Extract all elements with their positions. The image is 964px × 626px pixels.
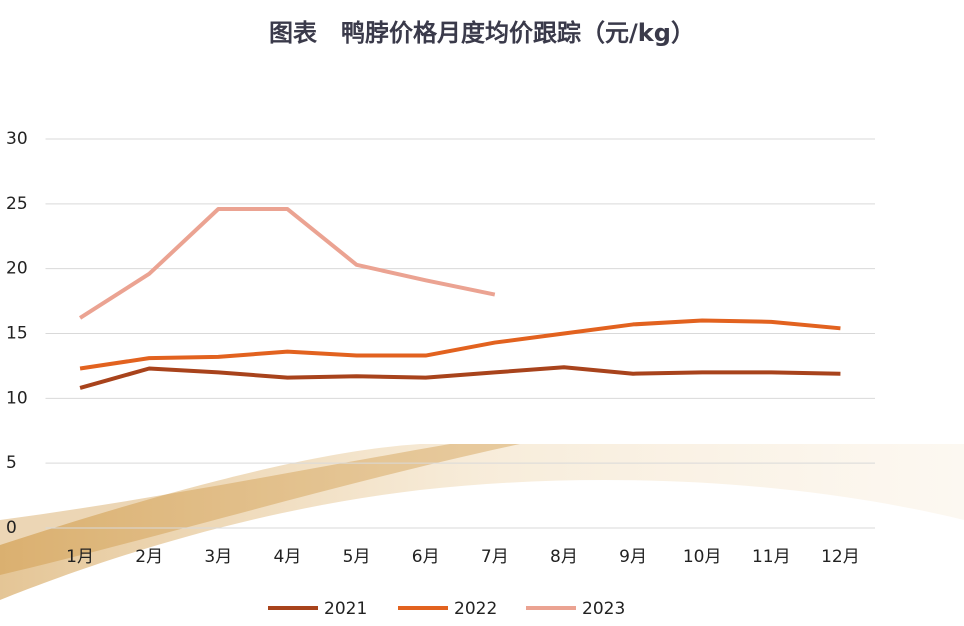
x-tick-label: 8月: [550, 547, 578, 567]
decoration: [0, 444, 964, 600]
x-tick-label: 3月: [204, 547, 232, 567]
x-tick-label: 6月: [412, 547, 440, 567]
y-tick-label: 20: [6, 259, 28, 279]
legend-label: 2022: [454, 599, 497, 619]
x-tick-label: 1月: [66, 547, 94, 567]
y-tick-label: 30: [6, 129, 28, 149]
y-tick-label: 25: [6, 194, 28, 214]
decoration: [0, 444, 520, 575]
x-tick-label: 2月: [135, 547, 163, 567]
legend-label: 2021: [324, 599, 367, 619]
x-tick-label: 9月: [619, 547, 647, 567]
line: [79, 365, 841, 390]
x-tick-label: 5月: [343, 547, 371, 567]
x-tick-label: 11月: [752, 547, 791, 567]
legend-label: 2023: [582, 599, 625, 619]
y-tick-label: 10: [6, 388, 28, 408]
y-tick-label: 15: [6, 324, 28, 344]
line: [79, 318, 841, 371]
x-tick-label: 7月: [481, 547, 509, 567]
x-tick-label: 10月: [683, 547, 722, 567]
x-tick-label: 12月: [821, 547, 860, 567]
y-tick-label: 5: [6, 453, 17, 473]
line: [78, 207, 496, 320]
y-tick-label: 0: [6, 518, 17, 538]
chart-title: 图表 鸭脖价格月度均价跟踪（元/kg）: [269, 19, 695, 47]
x-tick-label: 4月: [274, 547, 302, 567]
